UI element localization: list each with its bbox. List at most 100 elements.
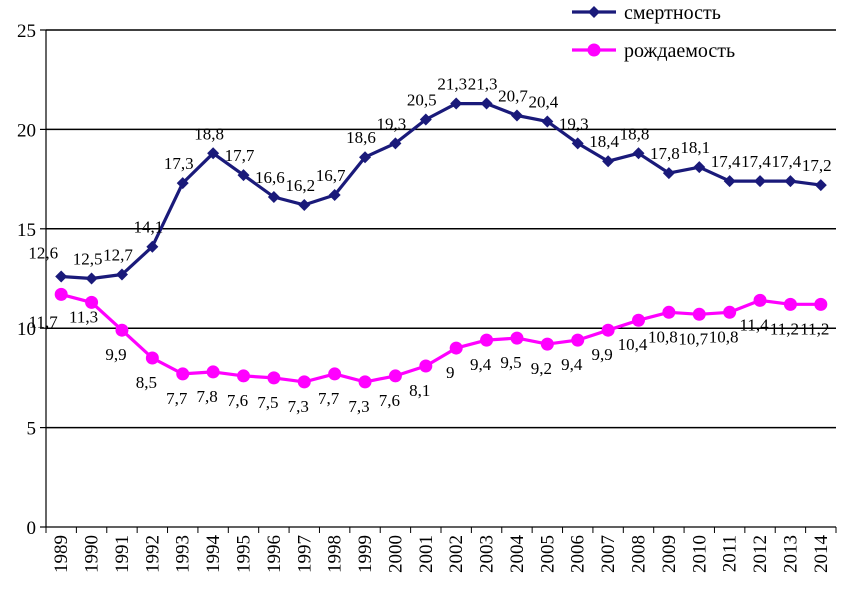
data-point [359,151,372,164]
data-label: 21,3 [468,75,498,94]
data-point [328,367,342,381]
data-point [783,297,797,311]
data-label: 9,9 [591,345,612,364]
data-label: 17,2 [802,156,832,175]
x-tick-label: 2003 [477,535,498,573]
x-tick-label: 2008 [629,535,650,573]
x-tick-label: 1994 [203,535,224,574]
gridlines [46,29,836,429]
x-tick-label: 1993 [173,535,194,573]
data-point [298,198,311,211]
x-tick-label: 1989 [51,535,72,573]
data-label: 7,5 [257,393,278,412]
data-point [723,175,736,188]
data-label: 18,1 [680,138,710,157]
legend-marker [587,43,601,57]
data-point [480,333,494,347]
data-point [449,341,463,355]
data-label: 9,4 [470,355,492,374]
data-label: 17,4 [711,152,741,171]
data-point [541,115,554,128]
x-tick-label: 2012 [750,535,771,573]
x-tick-label: 1998 [325,535,346,573]
data-label: 11,4 [739,315,769,334]
data-point [602,155,615,168]
data-point [662,167,675,180]
data-label: 9 [446,363,455,382]
data-label: 9,2 [531,359,552,378]
x-tick-label: 2005 [537,535,558,573]
axes: 0 5 10 15 20 25 1989 1990 1991 1992 1993 1994 1995 19… [17,21,837,574]
data-labels: 12,6 12,5 12,714,117,318,817,716,6 16,216,7… [28,75,831,416]
data-point [784,175,797,188]
data-point [632,313,645,327]
x-tick-label: 2002 [446,535,467,573]
legend-marker [588,6,600,18]
y-tick-label: 20 [17,120,36,141]
series-markers [54,97,828,389]
data-point [207,147,220,160]
data-point [601,323,615,337]
data-label: 17,4 [772,152,802,171]
x-tick-label: 2011 [720,535,741,572]
data-label: 10,4 [618,335,648,354]
data-point [510,109,523,122]
data-label: 20,5 [407,90,437,109]
data-label: 16,6 [255,168,285,187]
data-point [328,189,341,202]
data-label: 10,7 [678,329,708,348]
y-tick-label: 0 [27,518,37,539]
x-tick-label: 2006 [568,535,589,573]
data-label: 11,7 [29,312,59,331]
x-tick-label: 1997 [294,535,315,573]
data-point [267,371,281,385]
x-tick-label: 2014 [811,535,832,574]
data-point [237,169,250,182]
data-point [206,365,220,379]
legend-label: рождаемость [624,40,735,62]
data-label: 10,8 [648,327,678,346]
data-point [571,333,585,347]
x-tick-label: 2009 [659,535,680,573]
data-label: 7,3 [288,397,309,416]
data-point [389,137,402,150]
data-label: 16,7 [316,166,346,185]
x-tick-label: 1999 [355,535,376,573]
data-point [540,337,554,351]
data-point [54,287,68,301]
data-label: 12,6 [28,244,58,263]
y-tick-label: 15 [17,220,36,241]
y-tick-label: 25 [17,21,36,42]
x-tick-label: 2013 [780,535,801,573]
data-label: 7,7 [318,389,340,408]
data-point [693,161,706,174]
data-point [85,295,99,309]
data-label: 16,2 [285,176,315,195]
data-point [814,297,828,311]
legend: смертность рождаемость [572,2,735,62]
data-label: 11,2 [800,319,829,338]
data-point [814,179,827,192]
data-label: 18,8 [620,124,650,143]
data-point [662,305,676,319]
data-label: 20,4 [528,92,558,111]
data-label: 8,5 [136,373,157,392]
data-point [450,97,463,110]
x-tick-label: 2010 [689,535,710,573]
data-label: 7,6 [379,391,400,410]
data-label: 21,3 [437,75,467,94]
data-label: 17,8 [650,144,680,163]
x-tick-label: 1990 [82,535,103,573]
data-label: 17,3 [164,154,194,173]
data-label: 7,8 [196,387,217,406]
data-label: 18,4 [589,132,619,151]
x-tick-label: 1995 [234,535,255,573]
data-label: 19,3 [559,114,589,133]
data-point [55,270,68,283]
data-point [723,305,737,319]
data-label: 7,3 [348,397,369,416]
data-label: 12,5 [73,250,103,269]
x-tick-label: 2001 [416,535,437,573]
x-tick-label: 2007 [598,535,619,573]
data-label: 11,3 [69,307,98,326]
